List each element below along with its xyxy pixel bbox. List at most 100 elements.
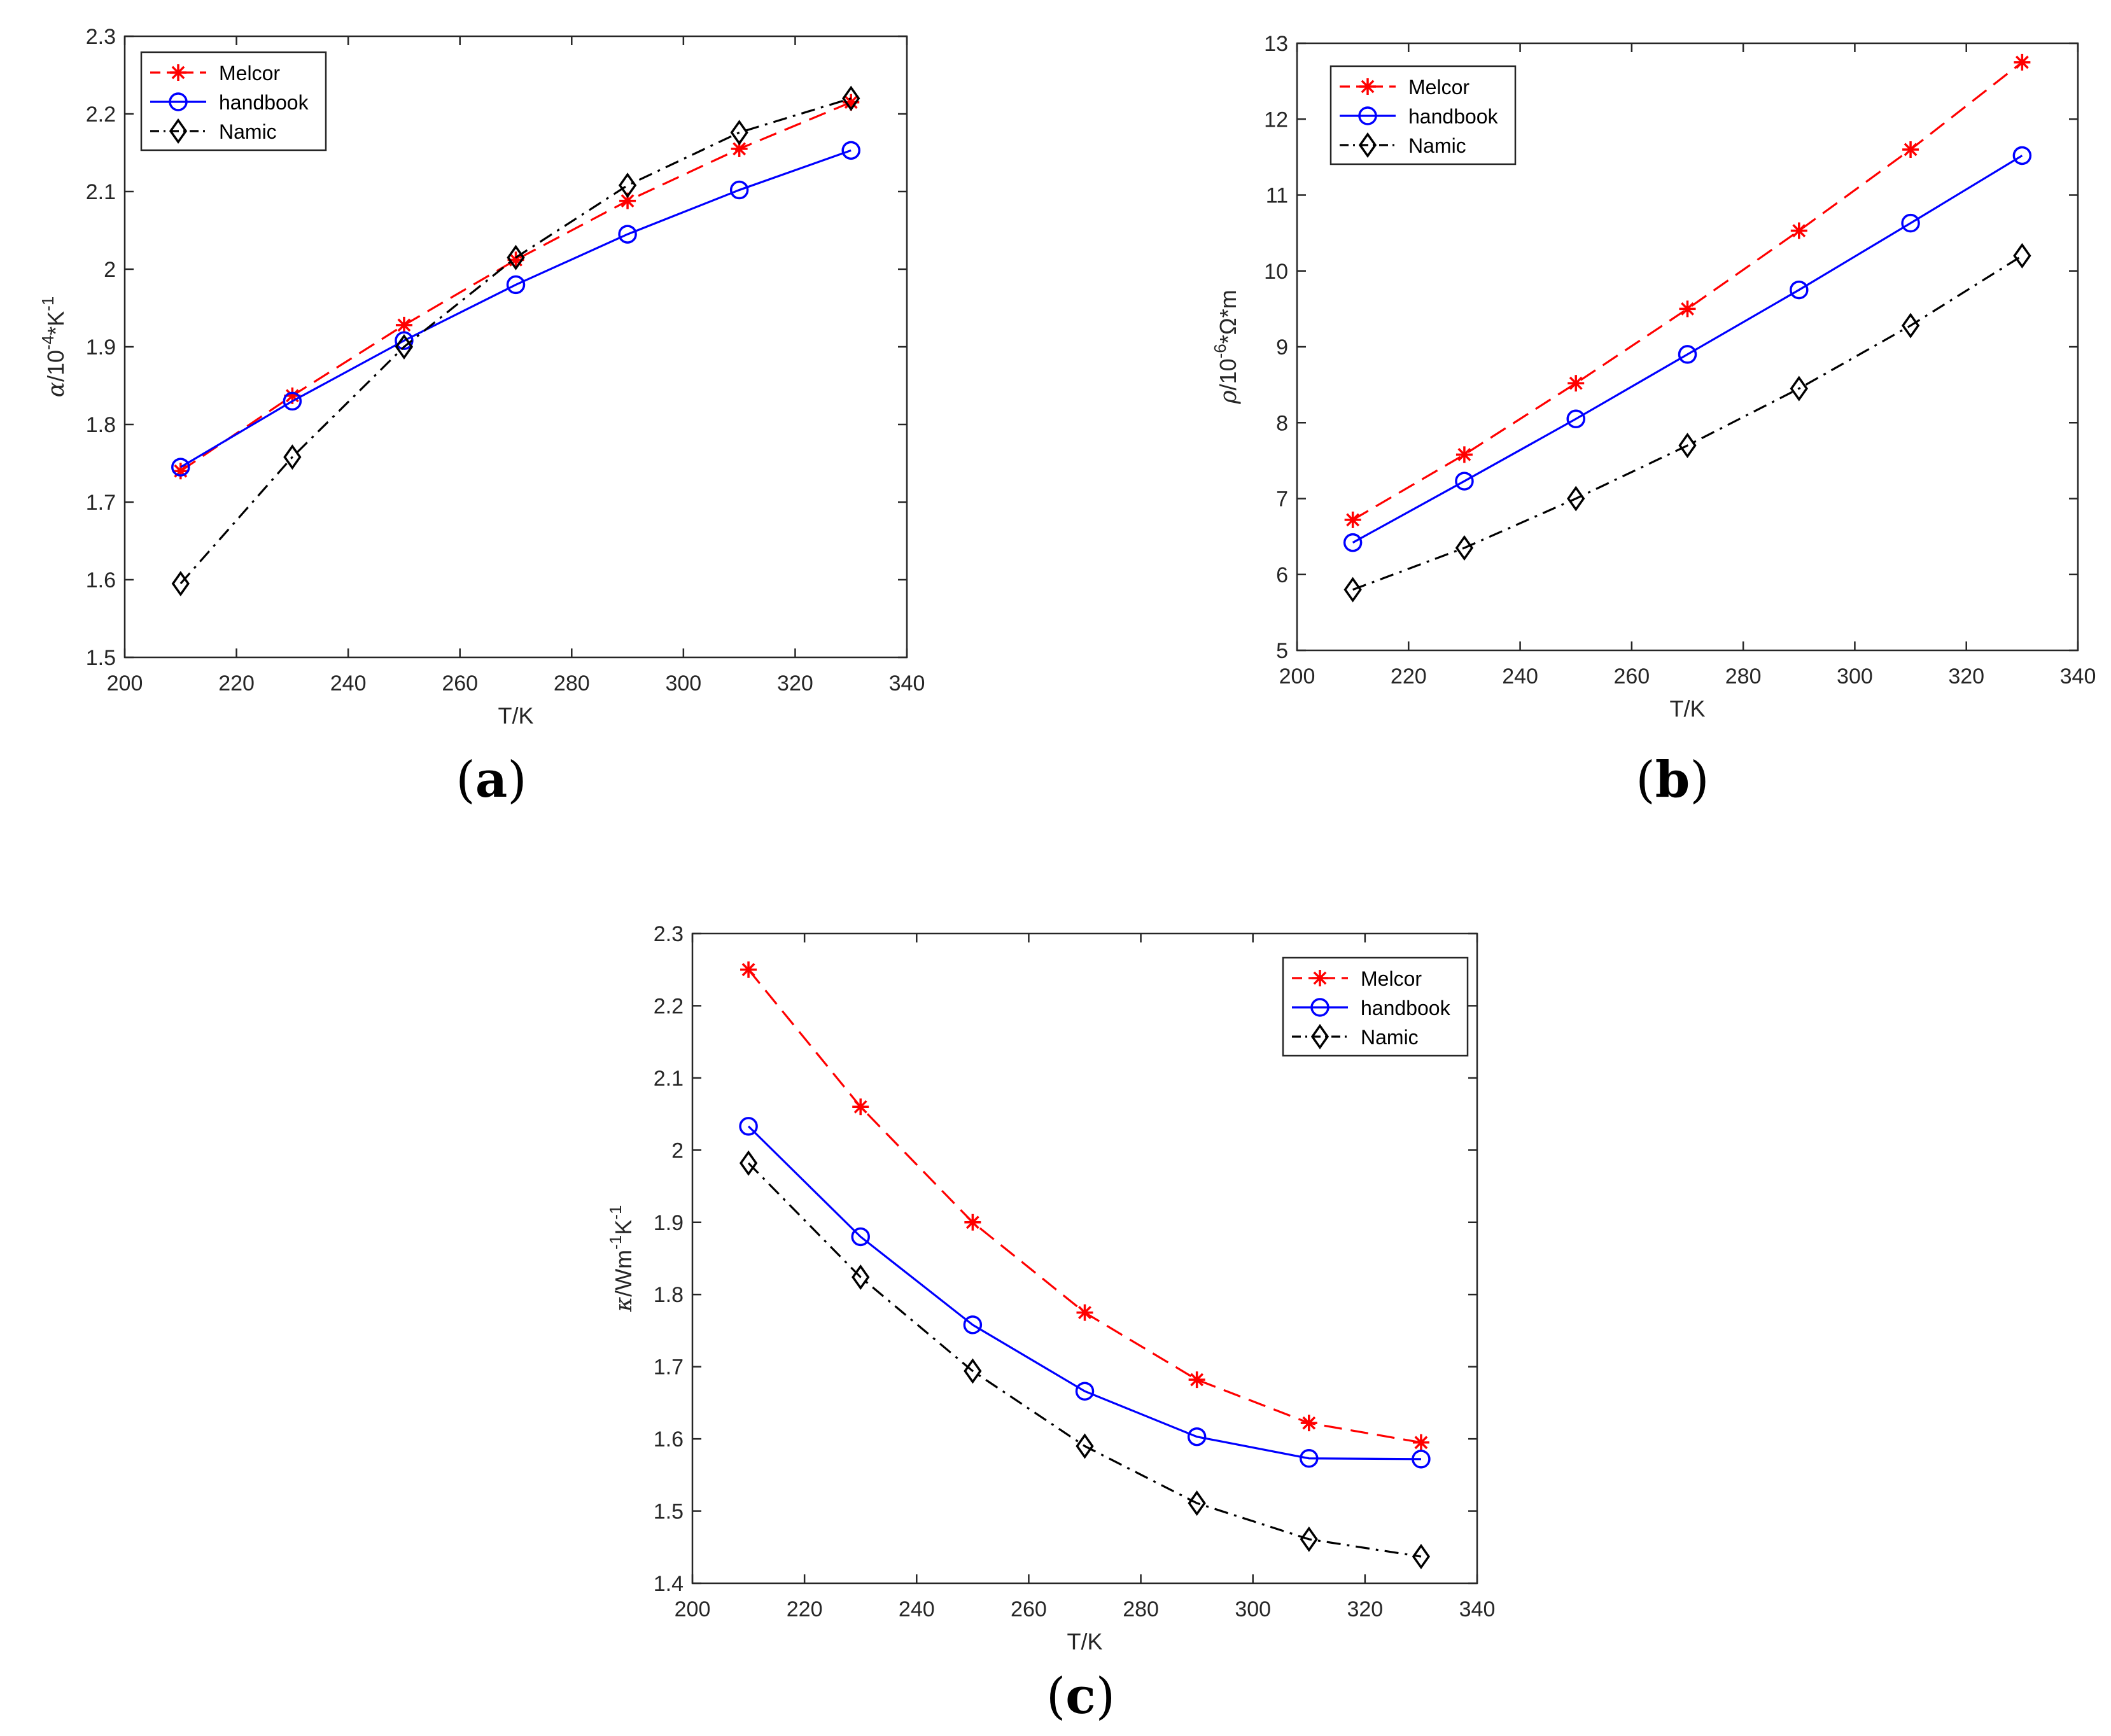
chart-c-ytick-label: 1.5 — [654, 1500, 684, 1524]
chart-c-series-handbook-point — [1187, 1427, 1207, 1446]
chart-b-series-namic-point — [2013, 242, 2031, 269]
chart-c-ytick-label: 2.1 — [654, 1067, 684, 1091]
chart-a-series-melcor-point — [619, 192, 636, 209]
chart-a-xtick-label: 280 — [554, 671, 590, 696]
chart-c-ytick-label: 1.6 — [654, 1427, 684, 1452]
chart-b-xtick-label: 240 — [1502, 664, 1538, 689]
chart-b-series-handbook-point — [1790, 280, 1809, 300]
chart-a-ytick-label: 1.9 — [86, 335, 116, 360]
chart-a-series-handbook-point — [618, 225, 637, 244]
chart-b-series-namic-line — [1352, 255, 2023, 591]
chart-c-ylabel-exp2: -1 — [606, 1205, 625, 1220]
chart-a-series-melcor-point — [395, 316, 412, 333]
chart-b-ytick-label: 13 — [1264, 32, 1288, 56]
panel-label-a: (a) — [456, 751, 527, 809]
chart-c-series-namic-point — [1076, 1433, 1094, 1459]
chart-a-legend-marker-handbook — [169, 92, 188, 111]
chart-b-ytick-label: 10 — [1264, 260, 1288, 284]
chart-c-series-namic-point — [1412, 1543, 1431, 1570]
chart-c-ylabel: κ/Wm-1K-1 — [606, 1205, 637, 1313]
chart-b-ylabel-symbol: ρ — [1216, 390, 1242, 404]
chart-c-ytick-label: 1.9 — [654, 1211, 684, 1235]
chart-b-xtick-label: 220 — [1391, 664, 1427, 689]
chart-c-series-namic-point — [964, 1358, 982, 1384]
chart-c-ytick-label: 1.7 — [654, 1355, 684, 1380]
chart-c-ylabel-symbol: κ — [611, 1296, 637, 1312]
chart-a-series-melcor-point — [172, 463, 189, 480]
chart-b-legend-marker-handbook — [1358, 106, 1377, 125]
chart-a-series-handbook-point — [283, 391, 302, 411]
chart-c-ytick-label: 2 — [671, 1138, 684, 1163]
chart-b-ytick-label: 7 — [1276, 487, 1288, 512]
chart-a-xtick-label: 260 — [442, 671, 478, 696]
panel-label-c: (c) — [1046, 1667, 1116, 1725]
chart-b-series-melcor-point — [2014, 53, 2031, 71]
chart-c-group: 200 220 240 260 280 300 320 340 1.4 1.5 1.6 1.7 1.8 1… — [606, 922, 1495, 1655]
chart-b-series-melcor-point — [1679, 300, 1696, 318]
chart-b-ytick-label: 9 — [1276, 335, 1288, 360]
chart-a-xtick-label: 220 — [218, 671, 255, 696]
chart-a-ylabel-exp2: -1 — [38, 297, 57, 311]
chart-b-series-melcor-point — [1790, 222, 1807, 239]
chart-b-series-namic-point — [1455, 535, 1474, 561]
chart-c-xtick-label: 260 — [1011, 1597, 1047, 1621]
chart-b-legend-label-namic: Namic — [1408, 134, 1466, 157]
chart-a-ylabel-symbol: α — [43, 382, 69, 397]
chart-a-ytick-label: 2 — [104, 258, 116, 282]
chart-c-series-namic-point — [1188, 1490, 1206, 1516]
chart-a-ytick-label: 1.5 — [86, 646, 116, 670]
chart-a-ytick-label: 1.6 — [86, 568, 116, 592]
chart-c-series-melcor-point — [964, 1214, 981, 1231]
chart-b-ytick-label: 12 — [1264, 108, 1288, 132]
chart-b-legend-marker-melcor — [1359, 78, 1376, 95]
chart-b-series-handbook-line — [1352, 155, 2023, 544]
chart-b-ylabel-exp: -6 — [1210, 344, 1230, 358]
chart-a-series-melcor-point — [284, 387, 301, 404]
chart-c-legend-marker-namic — [1310, 1023, 1329, 1050]
chart-c-ytick-label: 1.4 — [654, 1572, 684, 1596]
chart-a-ylabel: α/10-4*K-1 — [38, 297, 69, 398]
chart-a-series-handbook-point — [171, 458, 190, 477]
chart-b-series-handbook-point — [1566, 409, 1585, 429]
chart-b-ytick-label: 11 — [1266, 184, 1288, 208]
chart-a-ytick-label: 2.1 — [86, 180, 116, 204]
chart-a-series-melcor-point — [731, 140, 748, 157]
chart-b-xtick-label: 200 — [1279, 664, 1315, 689]
chart-c-series-melcor-point — [740, 961, 757, 978]
chart-c-ytick-label: 2.2 — [654, 994, 684, 1018]
chart-a-ytick-label: 2.3 — [86, 25, 116, 49]
chart-a-series-handbook-line — [179, 149, 852, 468]
chart-a-series-handbook-point — [506, 275, 526, 295]
chart-a-ylabel-rest: /10 — [43, 350, 69, 382]
chart-a-series-melcor-point — [843, 94, 860, 111]
chart-a-ylabel-tail: *K — [43, 311, 69, 335]
chart-c-ytick-label: 1.8 — [654, 1283, 684, 1307]
chart-c-series-handbook-point — [1300, 1448, 1319, 1468]
chart-b-ylabel: ρ/10-6*Ω*m — [1210, 290, 1242, 404]
chart-c-xtick-label: 300 — [1235, 1597, 1271, 1621]
chart-a-legend-label-handbook: handbook — [219, 91, 309, 114]
chart-a-series-namic-point — [618, 172, 637, 199]
chart-c-legend-marker-handbook — [1310, 998, 1329, 1017]
chart-c-legend-marker-melcor — [1312, 970, 1328, 986]
chart-c-xlabel: T/K — [1067, 1628, 1102, 1655]
chart-a-xtick-label: 300 — [665, 671, 701, 696]
chart-b-ytick-label: 8 — [1276, 411, 1288, 435]
chart-b-ytick-label: 6 — [1276, 563, 1288, 587]
chart-b-legend-label-handbook: handbook — [1408, 105, 1499, 128]
chart-c-series-handbook-point — [851, 1227, 870, 1247]
chart-c-series-handbook-point — [1075, 1382, 1095, 1401]
chart-b-xtick-label: 340 — [2060, 664, 2096, 689]
chart-c-series-handbook-point — [963, 1315, 983, 1334]
chart-c-xtick-label: 320 — [1347, 1597, 1383, 1621]
chart-c-ylabel-rest: /Wm — [610, 1250, 636, 1297]
chart-a-series-handbook-point — [841, 141, 860, 160]
chart-c-xtick-label: 200 — [675, 1597, 711, 1621]
chart-b-series-melcor-point — [1902, 141, 1919, 158]
chart-a-series-handbook-point — [729, 180, 749, 200]
chart-b-legend-marker-namic — [1358, 132, 1377, 158]
chart-b-series-handbook-point — [1343, 533, 1363, 552]
chart-a-series-melcor-point — [507, 251, 524, 269]
